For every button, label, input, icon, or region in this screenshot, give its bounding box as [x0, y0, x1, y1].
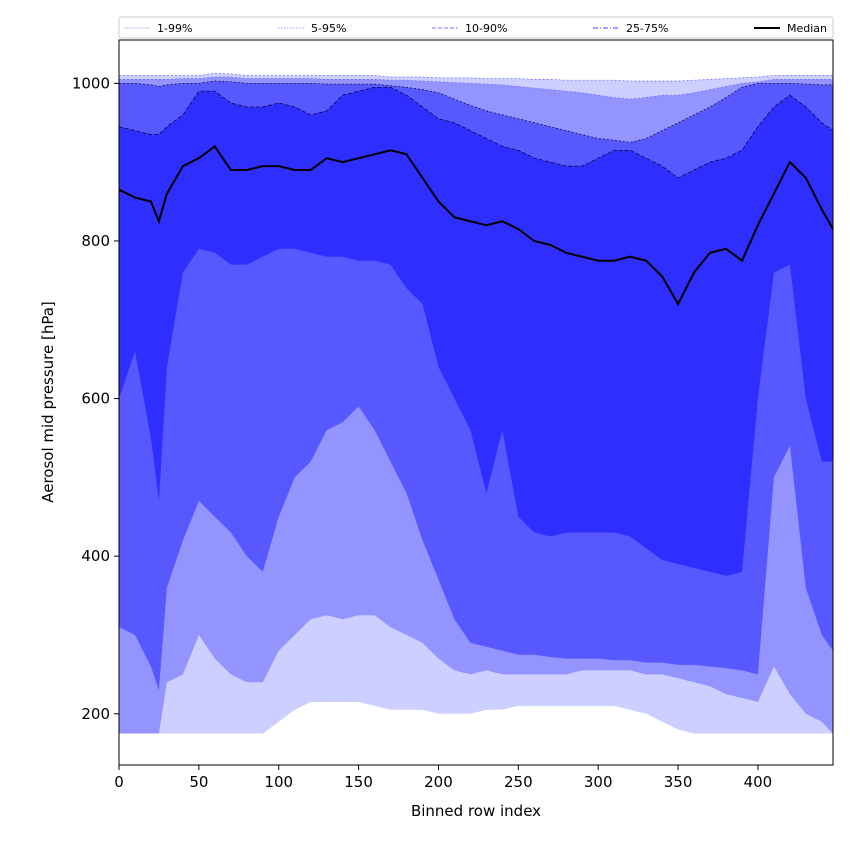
- median-layer: [118, 144, 834, 307]
- y-tick-label: 1000: [72, 74, 110, 92]
- legend-label: 5-95%: [311, 22, 346, 35]
- percentile-bands: [118, 72, 834, 734]
- x-tick-label: 0: [114, 773, 124, 791]
- legend-label: 1-99%: [157, 22, 192, 35]
- legend-label: 25-75%: [626, 22, 668, 35]
- x-tick-label: 350: [664, 773, 693, 791]
- x-tick-label: 300: [584, 773, 613, 791]
- x-tick-label: 400: [744, 773, 773, 791]
- y-axis-ticks: 200 400 600 800 1000: [72, 74, 119, 723]
- x-tick-label: 200: [424, 773, 453, 791]
- x-tick-label: 250: [504, 773, 533, 791]
- x-tick-label: 150: [344, 773, 373, 791]
- band-25-75-edge: [118, 86, 834, 179]
- x-axis-label: Binned row index: [411, 802, 541, 820]
- plot-frame: [118, 39, 834, 766]
- y-tick-label: 800: [81, 232, 110, 250]
- x-axis-ticks: 0 50 100 150 200 250 300 350 400: [114, 765, 772, 791]
- band-10-90-edge: [119, 80, 833, 143]
- x-tick-label: 100: [264, 773, 293, 791]
- y-axis-label: Aerosol mid pressure [hPa]: [39, 301, 57, 503]
- band-1-99-edge: [119, 72, 833, 82]
- legend-box: [118, 16, 834, 39]
- legend-label: 10-90%: [465, 22, 507, 35]
- y-tick-label: 600: [81, 390, 110, 408]
- median-line: [118, 144, 834, 307]
- x-tick-label: 50: [189, 773, 208, 791]
- band-25-75: [119, 87, 833, 576]
- legend-label: Median: [787, 22, 827, 35]
- y-tick-label: 400: [81, 547, 110, 565]
- y-tick-label: 200: [81, 705, 110, 723]
- legend: 1-99% 5-95% 10-90% 25-75% Median: [118, 16, 834, 39]
